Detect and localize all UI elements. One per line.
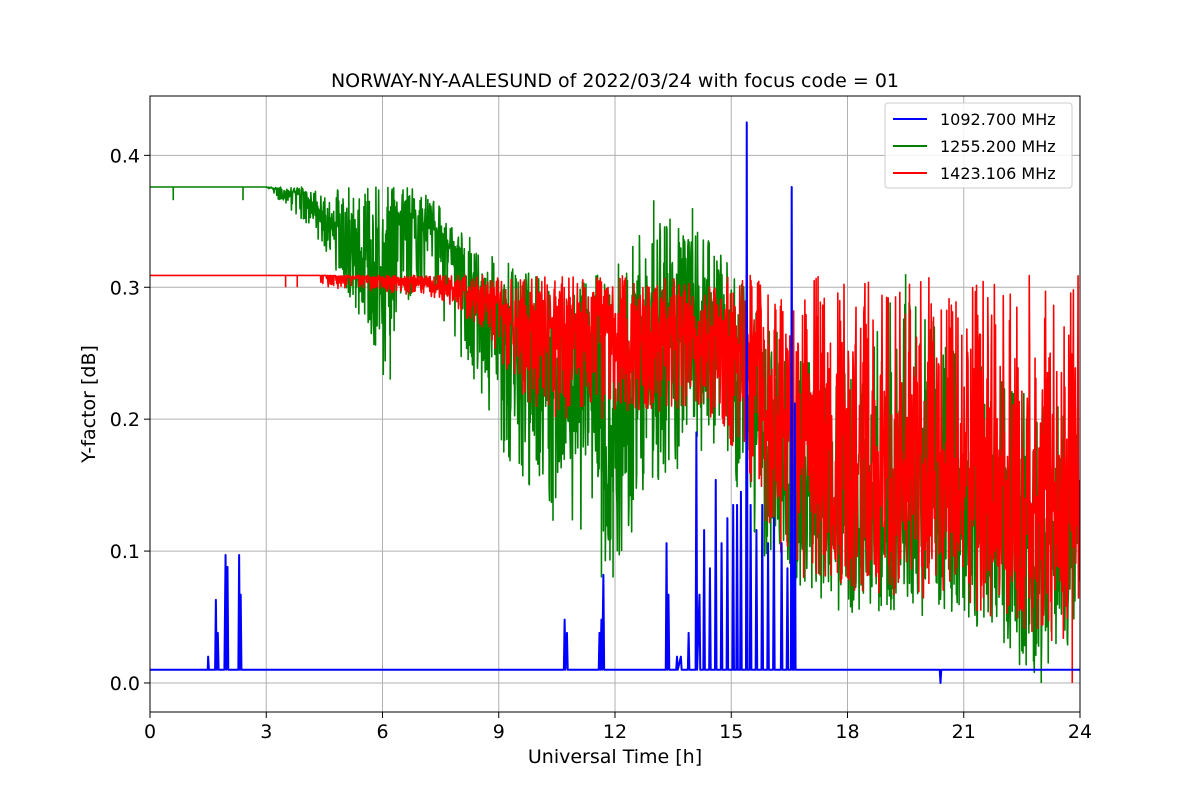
x-tick-label: 21 <box>952 721 976 743</box>
legend-box <box>884 102 1073 189</box>
plot-series <box>150 121 1080 684</box>
legend-label: 1255.200 MHz <box>940 137 1056 156</box>
x-tick-label: 0 <box>144 721 156 743</box>
x-tick-label: 24 <box>1068 721 1092 743</box>
x-axis-label: Universal Time [h] <box>528 746 702 768</box>
legend: 1092.700 MHz 1255.200 MHz 1423.106 MHz <box>884 102 1073 189</box>
x-tick-label: 6 <box>376 721 388 743</box>
y-tick-label: 0.3 <box>110 277 140 299</box>
x-tick-label: 9 <box>493 721 505 743</box>
series-line <box>150 186 1080 674</box>
x-tick-label: 3 <box>260 721 272 743</box>
y-axis: 0.0 0.1 0.2 0.3 0.4 <box>110 145 150 695</box>
x-tick-label: 12 <box>603 721 627 743</box>
x-axis: 0 3 6 9 12 15 18 21 24 <box>144 712 1092 743</box>
series-line <box>150 121 1080 684</box>
x-tick-label: 15 <box>719 721 743 743</box>
x-tick-label: 18 <box>835 721 859 743</box>
y-tick-label: 0.2 <box>110 409 140 431</box>
y-tick-label: 0.4 <box>110 145 140 167</box>
series-line <box>150 274 1080 642</box>
legend-label: 1092.700 MHz <box>940 110 1056 129</box>
y-tick-label: 0.1 <box>110 541 140 563</box>
chart-title: NORWAY-NY-AALESUND of 2022/03/24 with fo… <box>331 70 899 92</box>
legend-label: 1423.106 MHz <box>940 164 1056 183</box>
y-axis-label: Y-factor [dB] <box>78 345 100 464</box>
y-tick-label: 0.0 <box>110 673 140 695</box>
